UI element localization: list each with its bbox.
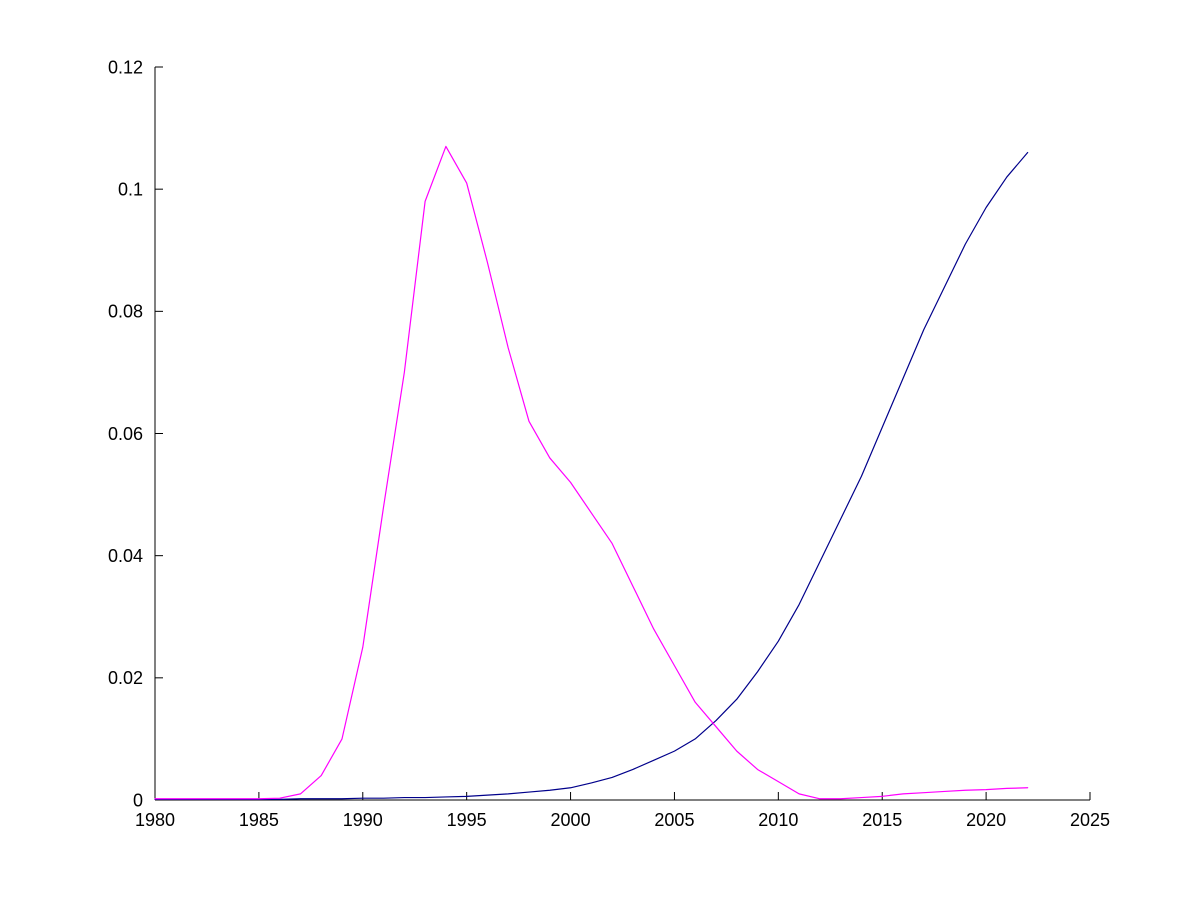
- y-tick-label: 0.04: [108, 546, 143, 566]
- y-tick-label: 0.06: [108, 424, 143, 444]
- x-tick-label: 2015: [862, 810, 902, 830]
- series-blue: [154, 151, 1029, 800]
- x-tick-label: 1980: [135, 810, 175, 830]
- series-magenta: [154, 145, 1029, 800]
- y-tick-label: 0.12: [108, 57, 143, 77]
- y-tick-label: 0.02: [108, 668, 143, 688]
- y-tick-label: 0: [133, 790, 143, 810]
- x-tick-label: 2005: [654, 810, 694, 830]
- y-tick-label: 0.08: [108, 302, 143, 322]
- x-tick-label: 1995: [447, 810, 487, 830]
- x-tick-label: 2025: [1070, 810, 1110, 830]
- x-tick-label: 1985: [239, 810, 279, 830]
- x-tick-label: 1990: [343, 810, 383, 830]
- x-tick-label: 2020: [966, 810, 1006, 830]
- x-tick-label: 2000: [551, 810, 591, 830]
- y-tick-label: 0.1: [118, 179, 143, 199]
- x-tick-label: 2010: [758, 810, 798, 830]
